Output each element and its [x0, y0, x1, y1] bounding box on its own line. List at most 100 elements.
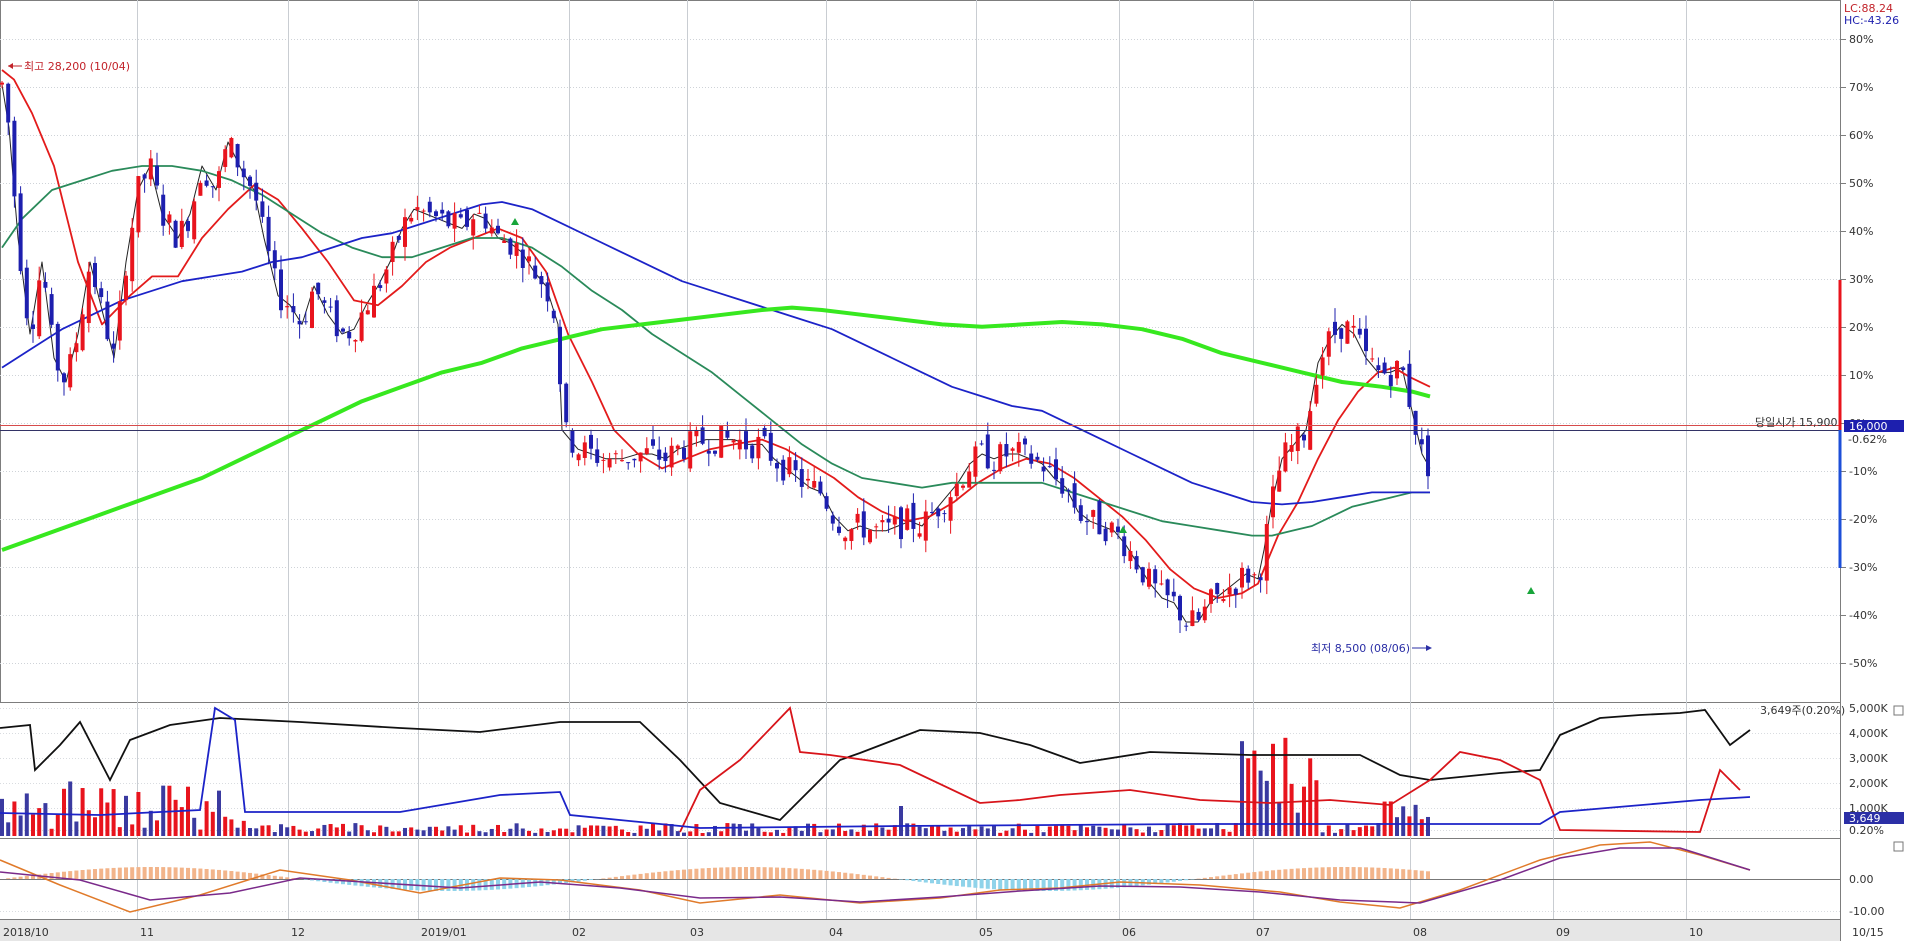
candle-body — [25, 268, 29, 319]
volume-bar — [744, 831, 748, 836]
volume-bar — [353, 823, 357, 836]
volume-bar — [31, 815, 35, 836]
candle-body — [304, 321, 308, 322]
volume-bar — [1314, 780, 1318, 836]
volume-bar — [1265, 781, 1269, 836]
candle-body — [1414, 411, 1418, 435]
candle-body — [37, 280, 41, 336]
volume-bar — [273, 832, 277, 836]
candle-body — [428, 202, 432, 213]
volume-bar — [856, 832, 860, 836]
candle-body — [552, 311, 556, 319]
volume-bar — [632, 833, 636, 836]
candle-body — [1073, 483, 1077, 507]
x-tick-label: 09 — [1556, 926, 1570, 939]
candle-body — [713, 451, 717, 454]
macd-histogram-bar — [211, 869, 215, 879]
candle-body — [136, 176, 140, 232]
volume-bar — [1215, 823, 1219, 836]
volume-bar — [279, 824, 283, 836]
volume-bar — [446, 826, 450, 836]
macd-histogram-bar — [1221, 876, 1225, 879]
candle-body — [6, 84, 10, 123]
volume-bar — [992, 826, 996, 836]
macd-histogram-bar — [812, 870, 816, 879]
macd-histogram-bar — [161, 867, 165, 879]
volume-bar — [1122, 824, 1126, 836]
volume-panel-toggle-icon[interactable] — [1894, 706, 1903, 715]
candle-body — [1085, 521, 1089, 522]
macd-histogram-bar — [25, 876, 29, 879]
candle-body — [329, 307, 333, 308]
macd-histogram-bar — [1364, 867, 1368, 879]
volume-bar — [1234, 823, 1238, 836]
candle-body — [769, 433, 773, 461]
macd-histogram-bar — [918, 879, 922, 882]
macd-histogram-bar — [1166, 879, 1170, 883]
volume-bar — [434, 827, 438, 836]
candle-body — [1426, 435, 1430, 476]
macd-histogram-bar — [930, 879, 934, 883]
candle-body — [608, 459, 612, 468]
volume-bar — [949, 827, 953, 836]
volume-bar — [229, 819, 233, 836]
volume-bar — [806, 824, 810, 836]
high-annotation: 최고 28,200 (10/04) — [8, 60, 130, 73]
macd-panel-toggle-icon[interactable] — [1894, 842, 1903, 851]
candle-body — [360, 312, 364, 340]
candle-body — [856, 514, 860, 523]
volume-bar — [68, 781, 72, 836]
volume-bar — [50, 829, 54, 836]
candle-body — [862, 511, 866, 537]
macd-histogram-bar — [986, 879, 990, 889]
candle-body — [515, 243, 519, 256]
volume-bar — [1407, 816, 1411, 836]
macd-histogram-bar — [453, 879, 457, 891]
candle-body — [1004, 444, 1008, 456]
volume-bar — [112, 789, 116, 836]
macd-histogram-bar — [794, 868, 798, 879]
y-tick-label: 70% — [1849, 81, 1873, 94]
candle-body — [242, 169, 246, 178]
candle-body — [967, 471, 971, 487]
volume-bar — [19, 815, 23, 836]
volume-bar — [198, 830, 202, 836]
volume-bar — [223, 817, 227, 836]
candle-body — [1147, 569, 1151, 587]
volume-badge-text: 3,649 — [1849, 812, 1881, 825]
candle-body — [1252, 574, 1256, 575]
candle-body — [980, 443, 984, 444]
volume-bar — [12, 801, 16, 836]
volume-bar — [546, 832, 550, 836]
candle-body — [880, 520, 884, 522]
macd-histogram-bar — [905, 879, 909, 880]
volume-bar — [614, 826, 618, 836]
candle-body — [812, 481, 816, 488]
candle-body — [787, 457, 791, 474]
candle-body — [595, 449, 599, 463]
volume-bar — [936, 826, 940, 836]
volume-bar — [1277, 802, 1281, 836]
macd-histogram-bar — [1339, 867, 1343, 879]
candle-body — [143, 174, 147, 178]
macd-histogram-bar — [992, 879, 996, 889]
volume-bar — [732, 824, 736, 836]
candle-body — [1395, 361, 1399, 378]
macd-histogram-bar — [1376, 868, 1380, 879]
volume-bar — [980, 827, 984, 836]
macd-histogram-bar — [1240, 873, 1244, 879]
volume-bar — [105, 803, 109, 836]
y-axis: 80%70%60%50%40%30%20%10%0%-10%-20%-30%-4… — [1840, 33, 1888, 918]
candle-body — [118, 301, 122, 340]
macd-histogram-bar — [279, 877, 283, 879]
volume-bar — [756, 828, 760, 836]
candle-body — [149, 158, 153, 179]
macd-histogram-bar — [670, 871, 674, 879]
volume-bar — [781, 833, 785, 836]
macd-histogram-bar — [800, 869, 804, 879]
macd-histogram-bar — [955, 879, 959, 886]
candle-body — [192, 201, 196, 239]
macd-histogram-bar — [936, 879, 940, 884]
volume-bar — [242, 821, 246, 836]
macd-histogram-bar — [112, 868, 116, 879]
